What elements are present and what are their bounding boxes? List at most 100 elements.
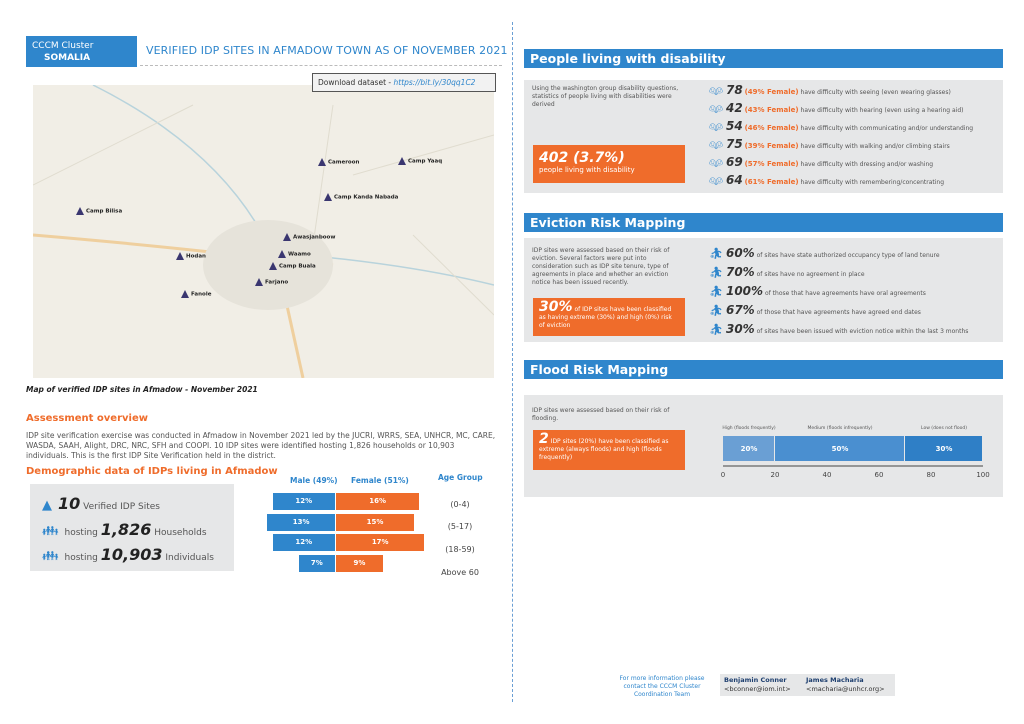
map-site-marker[interactable]: Cameroon [318,158,359,166]
stat-value: 60% [725,246,755,260]
female-share: (46% Female) [744,124,799,132]
contact1-email[interactable]: <bconner@iom.int> [724,685,791,693]
female-header: Female (51%) [351,476,409,485]
disability-total-label: people living with disability [539,166,635,174]
contact1-name: Benjamin Conner [724,676,787,684]
disability-stat: 👫︎ 42 (43% Female) have difficulty with h… [709,101,963,115]
map-site-marker[interactable]: Hodan [176,252,206,260]
eviction-highlight-value: 30% [539,299,573,315]
flood-intro: IDP sites were assessed based on their r… [532,407,670,422]
map-caption: Map of verified IDP sites in Afmadow - N… [26,385,258,394]
map-site-label: Camp Buala [279,263,316,270]
person-icon: 👫︎ [709,84,723,97]
female-share: (39% Female) [744,142,799,150]
flood-highlight-text: IDP sites (20%) have been classified as … [539,438,669,461]
idp-site-icon [255,278,263,286]
flood-tick-label: 0 [721,471,725,479]
disability-stat: 👫︎ 78 (49% Female) have difficulty with s… [709,83,951,97]
flood-bar-label: 30% [936,445,953,453]
stat-text: of those that have agreements have agree… [756,309,921,316]
map-site-label: Waamo [288,251,311,258]
contact2-email[interactable]: <macharia@unhcr.org> [806,685,885,693]
eviction-highlight: 30% of IDP sites have been classified as… [533,298,685,336]
map-site-marker[interactable]: Camp Yaaq [398,157,442,165]
female-share: (61% Female) [744,178,799,186]
contact2-name: James Macharia [806,676,864,684]
flood-category-label: Medium (floods infrequently) [807,425,872,431]
disability-highlight: 402 (3.7%) people living with disability [533,145,685,183]
map-site-label: Hodan [186,253,206,260]
eviction-icon: ⛹︎ [709,266,723,279]
map-site-label: Fanole [191,291,212,298]
flood-category-label: High (floods frequently) [722,425,776,431]
page-title: VERIFIED IDP SITES IN AFMADOW TOWN AS OF… [146,44,508,57]
eviction-icon: ⛹︎ [709,323,723,336]
stat-text: have difficulty with remembering/concent… [800,179,945,186]
stat-value: 64 [725,173,743,187]
idp-site-icon [76,207,84,215]
page-divider [512,22,513,702]
age-group-label: Above 60 [441,568,479,577]
ind-prefix: hosting [64,553,98,563]
households-value: 1,826 [100,520,152,539]
download-link[interactable]: https://bit.ly/30qq1C2 [393,78,476,87]
idp-site-icon [318,158,326,166]
stat-value: 78 [725,83,743,97]
person-icon: 👫︎ [709,174,723,187]
disability-intro: Using the washington group disability qu… [532,85,679,108]
eviction-stat: ⛹︎ 60% of sites have state authorized occ… [709,246,940,260]
contacts-box: Benjamin Conner <bconner@iom.int> James M… [720,674,895,696]
demographics-heading: Demographic data of IDPs living in Afmad… [26,466,278,477]
stat-value: 42 [725,101,743,115]
map-site-marker[interactable]: Waamo [278,250,311,258]
map-site-marker[interactable]: Awasjanboow [283,233,335,241]
person-icon: 👫︎ [709,120,723,133]
flood-bar [723,436,774,461]
map-site-label: Camp Bilisa [86,208,123,215]
female-share: (43% Female) [744,106,799,114]
female-bar: 17% [336,534,425,551]
eviction-intro: IDP sites were assessed based on their r… [532,247,670,286]
map-site-marker[interactable]: Farjano [255,278,288,286]
sites-label: Verified IDP Sites [83,502,160,512]
flood-risk-chart: 20% High (floods frequently) 50% Medium (fl… [721,425,990,479]
logo-line2: SOMALIA [44,53,91,63]
male-bar: 12% [272,534,335,551]
households-label: Households [154,528,207,538]
individuals-label: Individuals [165,553,214,563]
flood-highlight: 2 IDP sites (20%) have been classified a… [533,430,685,470]
map-site-label: Camp Yaaq [408,158,443,165]
idp-site-icon [278,250,286,258]
map-site-marker[interactable]: Fanole [181,290,211,298]
map-site-marker[interactable]: Camp Buala [269,262,316,270]
male-bar: 13% [267,514,335,531]
flood-bar-label: 20% [741,445,758,453]
stat-value: 100% [725,284,764,298]
idp-site-icon [324,193,332,201]
tent-icon: ▲ [42,498,52,513]
male-header: Male (49%) [290,476,338,485]
stat-text: have difficulty with communicating and/o… [800,125,974,132]
map-site-marker[interactable]: Camp Bilisa [76,207,122,215]
disability-stat: 👫︎ 69 (57% Female) have difficulty with d… [709,155,933,169]
demographics-summary: ▲ 10 Verified IDP Sites 👪︎ hosting 1,826 H… [30,484,234,571]
map-site-marker[interactable]: Camp Kanda Nabada [324,193,398,201]
flood-tick-label: 20 [771,471,780,479]
age-header: Age Group [438,473,483,482]
cccm-logo: CCCM Cluster SOMALIA [26,36,137,67]
hh-prefix: hosting [64,528,98,538]
eviction-stat: ⛹︎ 67% of those that have agreements have… [709,303,921,317]
male-bar: 12% [272,493,335,510]
stat-value: 69 [725,155,743,169]
stat-text: of sites have state authorized occupancy… [756,252,940,259]
flood-bar [905,436,982,461]
eviction-section-title: Eviction Risk Mapping [524,213,1003,232]
eviction-highlight-text: of IDP sites have been classified as hav… [539,306,672,329]
footer-info: For more information please contact the … [619,675,705,698]
female-bar: 16% [336,493,420,510]
eviction-panel: IDP sites were assessed based on their r… [524,238,1003,342]
flood-panel: IDP sites were assessed based on their r… [524,395,1003,497]
site-map[interactable]: Cameroon Camp Yaaq Camp Kanda Nabada Camp B… [33,85,494,378]
stat-text: have difficulty with walking and/or clim… [800,143,950,150]
map-site-label: Camp Kanda Nabada [334,194,399,201]
